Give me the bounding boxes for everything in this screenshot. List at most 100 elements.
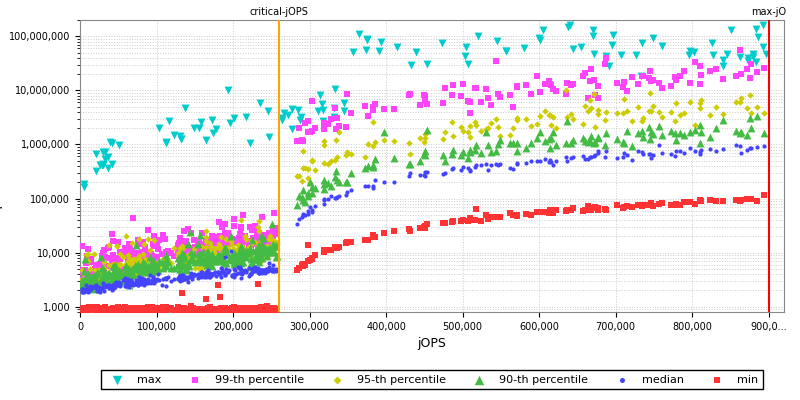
90-th percentile bbox=[242, 264, 255, 270]
max bbox=[194, 119, 207, 125]
90-th percentile bbox=[200, 259, 213, 266]
median bbox=[599, 154, 612, 160]
95-th percentile bbox=[252, 242, 265, 249]
95-th percentile bbox=[243, 255, 256, 262]
median bbox=[183, 272, 196, 279]
max bbox=[106, 161, 119, 167]
min bbox=[214, 306, 226, 312]
95-th percentile bbox=[246, 240, 259, 246]
90-th percentile bbox=[664, 128, 677, 134]
min bbox=[260, 308, 273, 314]
90-th percentile bbox=[83, 277, 96, 284]
99-th percentile bbox=[252, 236, 265, 243]
median bbox=[203, 273, 216, 279]
median bbox=[134, 277, 147, 283]
99-th percentile bbox=[202, 236, 215, 243]
99-th percentile bbox=[652, 80, 665, 86]
min bbox=[447, 218, 460, 224]
95-th percentile bbox=[122, 264, 135, 270]
95-th percentile bbox=[119, 275, 132, 282]
max bbox=[734, 54, 746, 60]
90-th percentile bbox=[578, 138, 591, 144]
median bbox=[114, 279, 126, 286]
99-th percentile bbox=[243, 224, 256, 230]
min bbox=[182, 307, 194, 313]
90-th percentile bbox=[168, 265, 181, 272]
95-th percentile bbox=[369, 139, 382, 145]
median bbox=[147, 276, 160, 282]
90-th percentile bbox=[224, 233, 237, 240]
min bbox=[140, 306, 153, 312]
min bbox=[600, 206, 613, 213]
95-th percentile bbox=[202, 258, 214, 264]
95-th percentile bbox=[193, 256, 206, 262]
95-th percentile bbox=[178, 260, 190, 267]
min bbox=[96, 306, 109, 312]
99-th percentile bbox=[510, 83, 523, 89]
min bbox=[218, 307, 230, 313]
99-th percentile bbox=[369, 101, 382, 107]
median bbox=[198, 274, 210, 280]
min bbox=[173, 306, 186, 312]
min bbox=[185, 306, 198, 312]
max bbox=[206, 117, 218, 123]
min bbox=[181, 307, 194, 313]
median bbox=[132, 277, 145, 284]
median bbox=[670, 148, 682, 155]
90-th percentile bbox=[200, 254, 213, 260]
90-th percentile bbox=[246, 248, 259, 254]
99-th percentile bbox=[93, 267, 106, 274]
95-th percentile bbox=[159, 263, 172, 269]
min bbox=[237, 305, 250, 311]
min bbox=[122, 307, 134, 314]
95-th percentile bbox=[214, 251, 226, 257]
max bbox=[328, 86, 341, 92]
90-th percentile bbox=[421, 127, 434, 133]
99-th percentile bbox=[404, 91, 417, 97]
95-th percentile bbox=[106, 276, 119, 282]
median bbox=[469, 164, 482, 170]
90-th percentile bbox=[87, 286, 100, 292]
min bbox=[98, 306, 111, 312]
90-th percentile bbox=[150, 266, 163, 272]
99-th percentile bbox=[235, 241, 248, 248]
90-th percentile bbox=[181, 267, 194, 273]
90-th percentile bbox=[218, 247, 231, 254]
min bbox=[688, 201, 701, 207]
median bbox=[76, 288, 89, 295]
median bbox=[111, 282, 124, 288]
95-th percentile bbox=[637, 115, 650, 121]
90-th percentile bbox=[87, 272, 100, 279]
min bbox=[531, 209, 544, 215]
95-th percentile bbox=[454, 124, 467, 130]
90-th percentile bbox=[592, 134, 605, 141]
median bbox=[402, 173, 415, 180]
median bbox=[130, 281, 142, 287]
99-th percentile bbox=[162, 248, 174, 254]
median bbox=[225, 273, 238, 279]
median bbox=[110, 280, 123, 287]
99-th percentile bbox=[456, 80, 469, 87]
min bbox=[117, 305, 130, 311]
95-th percentile bbox=[744, 92, 757, 98]
95-th percentile bbox=[234, 245, 247, 252]
90-th percentile bbox=[79, 274, 92, 280]
median bbox=[192, 275, 205, 282]
median bbox=[265, 266, 278, 272]
95-th percentile bbox=[139, 256, 152, 262]
95-th percentile bbox=[309, 166, 322, 173]
95-th percentile bbox=[149, 265, 162, 272]
99-th percentile bbox=[94, 261, 106, 267]
99-th percentile bbox=[148, 232, 161, 239]
median bbox=[298, 212, 311, 218]
95-th percentile bbox=[207, 249, 220, 255]
90-th percentile bbox=[331, 177, 344, 183]
min bbox=[246, 305, 259, 311]
99-th percentile bbox=[387, 106, 400, 112]
90-th percentile bbox=[260, 246, 273, 252]
99-th percentile bbox=[85, 255, 98, 262]
95-th percentile bbox=[250, 248, 263, 254]
min bbox=[90, 305, 102, 312]
min bbox=[111, 304, 124, 310]
median bbox=[485, 162, 498, 168]
